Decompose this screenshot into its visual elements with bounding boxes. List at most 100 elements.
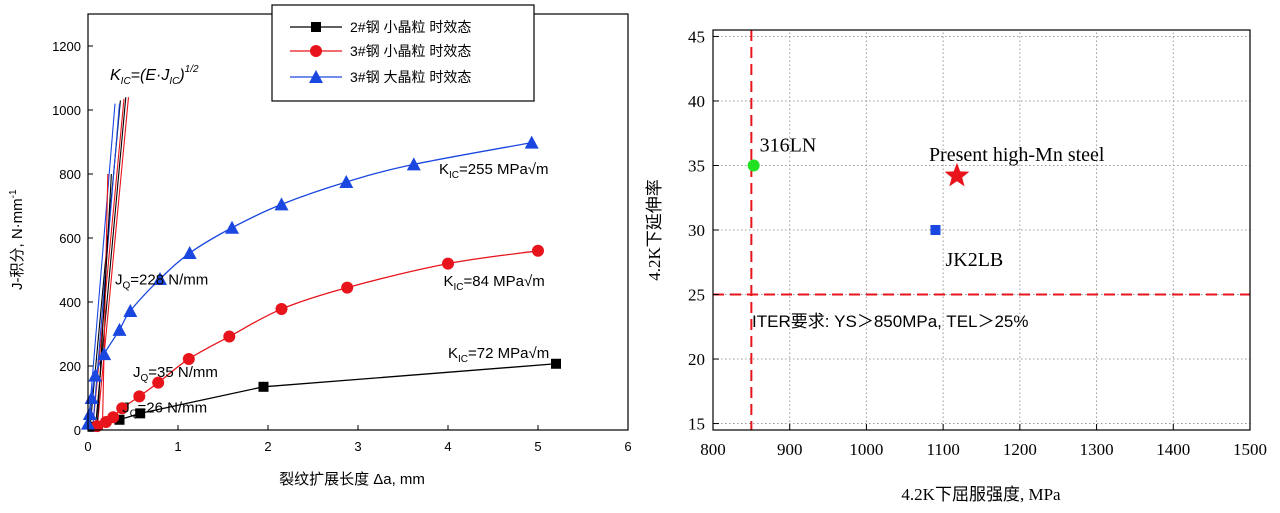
- data-point: [133, 390, 146, 403]
- data-point: [107, 411, 120, 424]
- data-point: [182, 246, 197, 260]
- annotation-value: =35 N/mm: [148, 364, 218, 381]
- left-chart: 0 1 2 3 4 5 6 0 200 400 600 800 1000 1200 裂纹扩展长度 Δa, …: [8, 4, 632, 488]
- data-point: [152, 376, 165, 389]
- left-formula-sup: 1/2: [185, 64, 199, 75]
- right-x-tick-label: 900: [777, 440, 803, 459]
- legend-marker-square: [311, 22, 321, 32]
- left-y-tick-label: 200: [59, 359, 81, 374]
- value-annotation: KIC=72 MPa√m: [448, 345, 549, 365]
- annotation-main: J: [115, 271, 123, 288]
- right-requirement-lines: [713, 30, 1250, 430]
- left-ticks: 0 1 2 3 4 5 6 0 200 400 600 800 1000 1200: [52, 39, 632, 454]
- value-annotation: JQ=228 N/mm: [115, 271, 208, 291]
- data-point: [225, 220, 239, 234]
- data-point: [112, 322, 127, 336]
- data-point: [532, 244, 544, 257]
- annotation-main: K: [439, 161, 449, 178]
- annotation-main: K: [444, 273, 454, 290]
- data-point: [406, 157, 421, 171]
- right-y-tick-label: 15: [688, 415, 705, 434]
- left-x-tick-label: 5: [534, 439, 541, 454]
- right-x-tick-label: 1400: [1156, 440, 1190, 459]
- left-y-axis-title-sup: -1: [8, 189, 19, 198]
- right-x-tick-label: 800: [700, 440, 726, 459]
- legend-item-2-steel-small: 2#钢 小晶粒 时效态: [290, 19, 471, 35]
- right-x-tick-label: 1200: [1003, 440, 1037, 459]
- annotation-value: =84 MPa√m: [464, 273, 545, 290]
- left-y-axis-title: J-积分, N·mm-1: [8, 189, 26, 290]
- requirement-text: ITER要求: YS＞850MPa, TEL＞25%: [752, 312, 1029, 331]
- data-point: [135, 408, 146, 419]
- data-point: [97, 347, 112, 361]
- right-x-axis-title: 4.2K下屈服强度, MPa: [901, 485, 1061, 504]
- left-x-tick-label: 3: [354, 439, 361, 454]
- value-annotation: KIC=84 MPa√m: [444, 273, 545, 293]
- right-points: 316LN JK2LB Present high-Mn steel: [747, 134, 1105, 271]
- data-point: [116, 402, 129, 415]
- right-chart: 316LN JK2LB Present high-Mn steel 800 900 10…: [645, 27, 1267, 504]
- left-formula-mid: =(E·J: [131, 67, 171, 84]
- left-y-tick-label: 1200: [52, 39, 81, 54]
- data-point: [274, 197, 289, 211]
- annotation-main: J: [122, 399, 130, 416]
- left-x-axis-title: 裂纹扩展长度 Δa, mm: [279, 471, 425, 488]
- data-point: [153, 271, 167, 285]
- blunting-line: [101, 173, 109, 431]
- scatter-point: [944, 162, 970, 187]
- data-point: [442, 257, 454, 270]
- annotation-sub: IC: [454, 282, 464, 293]
- left-formula-k: K: [110, 67, 122, 84]
- right-y-tick-label: 20: [688, 350, 705, 369]
- right-y-tick-label: 40: [688, 92, 705, 111]
- legend-label-2: 3#钢 小晶粒 时效态: [350, 43, 471, 59]
- legend-label-3: 3#钢 大晶粒 时效态: [350, 69, 471, 85]
- legend-marker-triangle: [309, 70, 323, 83]
- legend-item-3-steel-small: 3#钢 小晶粒 时效态: [290, 43, 471, 59]
- annotation-sub: Q: [141, 373, 149, 384]
- scatter-point: [930, 225, 941, 235]
- right-x-tick-label: 1300: [1080, 440, 1114, 459]
- data-point: [551, 358, 561, 369]
- legend-item-3-steel-large: 3#钢 大晶粒 时效态: [290, 69, 471, 85]
- annotation-sub: Q: [123, 280, 131, 291]
- left-x-tick-label: 2: [264, 439, 271, 454]
- left-x-tick-label: 1: [174, 439, 181, 454]
- left-formula-j-sub: IC: [169, 76, 180, 87]
- right-ticks: 800 900 1000 1100 1200 1300 1400 1500 15 20 25 30 35…: [688, 27, 1267, 459]
- right-x-tick-label: 1100: [926, 440, 959, 459]
- annotation-value: =26 N/mm: [137, 399, 207, 416]
- data-point: [123, 303, 138, 317]
- left-y-tick-label: 800: [59, 167, 81, 182]
- left-y-axis-title-main: J-积分, N·mm: [9, 198, 26, 290]
- point-label: JK2LB: [945, 249, 1003, 271]
- left-y-tick-label: 400: [59, 295, 81, 310]
- annotation-main: J: [133, 364, 141, 381]
- data-point: [524, 135, 539, 149]
- left-formula-k-sub: IC: [121, 76, 132, 87]
- annotation-sub: IC: [449, 170, 459, 181]
- left-x-tick-label: 0: [84, 439, 91, 454]
- right-y-tick-label: 45: [688, 27, 705, 46]
- blunting-line: [96, 97, 130, 431]
- scatter-point: [747, 159, 760, 172]
- annotation-sub: Q: [130, 408, 138, 419]
- right-y-tick-label: 35: [688, 156, 705, 175]
- right-y-axis-title: 4.2K下延伸率: [645, 179, 664, 281]
- legend-label-1: 2#钢 小晶粒 时效态: [350, 19, 471, 35]
- right-grid: [713, 30, 1250, 430]
- left-y-tick-label: 1000: [52, 103, 81, 118]
- left-formula: KIC=(E·JIC)1/2: [110, 64, 199, 87]
- value-annotation: KIC=255 MPa√m: [439, 161, 549, 181]
- right-x-tick-label: 1000: [849, 440, 883, 459]
- value-annotation: JQ=26 N/mm: [122, 399, 207, 419]
- left-markers: [81, 135, 561, 433]
- annotation-value: =255 MPa√m: [459, 161, 549, 178]
- legend-marker-circle: [310, 45, 322, 57]
- right-x-tick-label: 1500: [1233, 440, 1267, 459]
- data-point: [341, 281, 354, 294]
- left-legend: 2#钢 小晶粒 时效态 3#钢 小晶粒 时效态 3#钢 大晶粒 时效态: [271, 4, 535, 102]
- annotation-value: =72 MPa√m: [468, 345, 549, 362]
